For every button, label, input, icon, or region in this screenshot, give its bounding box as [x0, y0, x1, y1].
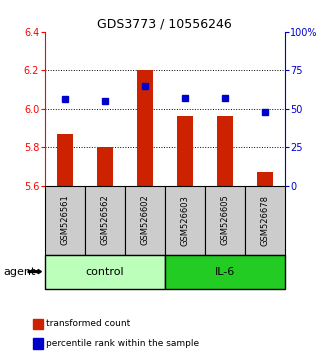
Bar: [217, 116, 233, 185]
Bar: [177, 116, 193, 185]
Bar: [85, 185, 125, 255]
Bar: [245, 185, 285, 255]
Text: GSM526678: GSM526678: [260, 195, 269, 246]
Text: GSM526602: GSM526602: [140, 195, 149, 245]
Text: GSM526605: GSM526605: [220, 195, 229, 245]
Bar: [125, 185, 165, 255]
Bar: [45, 255, 165, 289]
Text: IL-6: IL-6: [214, 267, 235, 276]
Bar: [57, 134, 73, 185]
Bar: [165, 255, 285, 289]
Bar: [257, 172, 273, 185]
Text: percentile rank within the sample: percentile rank within the sample: [46, 339, 200, 348]
Bar: [97, 147, 113, 185]
Bar: [137, 70, 153, 185]
Text: control: control: [85, 267, 124, 276]
Text: transformed count: transformed count: [46, 319, 131, 329]
Title: GDS3773 / 10556246: GDS3773 / 10556246: [97, 18, 232, 31]
Bar: [205, 185, 245, 255]
Bar: [165, 185, 205, 255]
Bar: [45, 185, 85, 255]
Text: GSM526562: GSM526562: [100, 195, 109, 245]
Text: agent: agent: [3, 267, 36, 276]
Text: GSM526603: GSM526603: [180, 195, 189, 246]
Text: GSM526561: GSM526561: [60, 195, 69, 245]
